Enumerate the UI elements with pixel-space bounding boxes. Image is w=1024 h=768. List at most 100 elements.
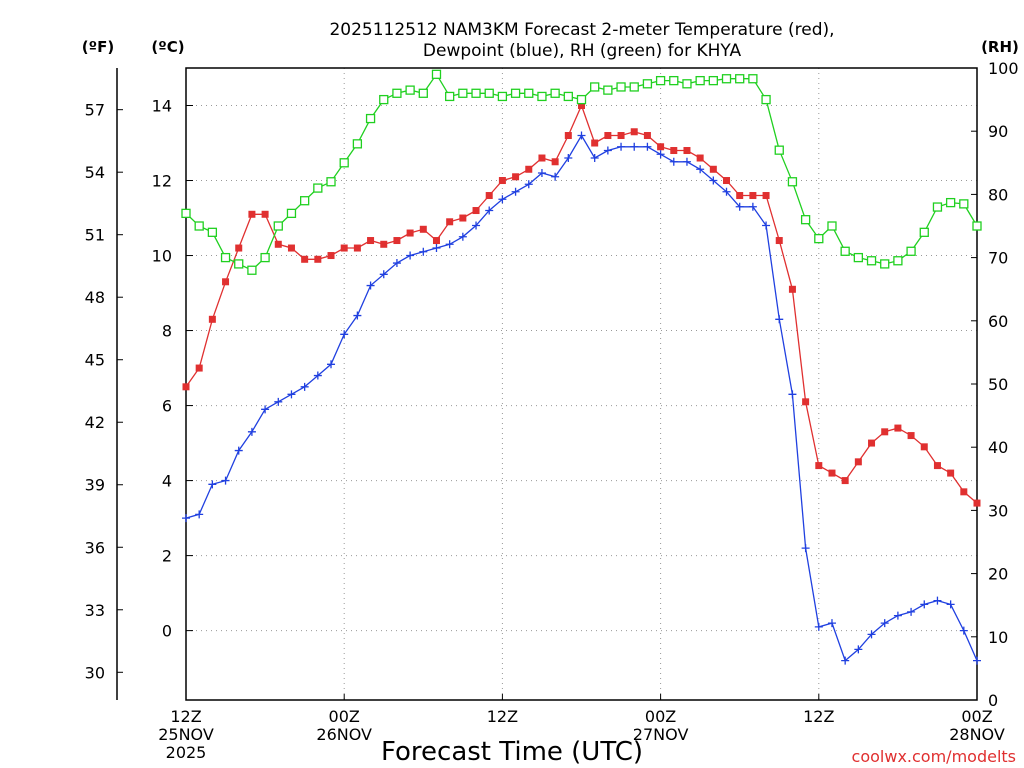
fahrenheit-tick-label: 39 [85, 476, 105, 495]
series-marker [748, 202, 757, 211]
series-marker [419, 225, 427, 233]
series-marker [274, 397, 283, 406]
series-marker [207, 227, 218, 237]
series-marker [960, 488, 968, 496]
rh-tick-label: 90 [988, 122, 1008, 141]
series-marker [419, 247, 428, 256]
series-marker [458, 232, 467, 241]
series-marker [274, 240, 282, 248]
series-marker [537, 91, 547, 102]
celsius-axis-ticks: 0 2 4 6 8 10 12 14 [152, 97, 193, 641]
series-marker [432, 244, 441, 253]
series-marker [933, 462, 941, 470]
series-marker [800, 215, 811, 225]
series-marker [432, 237, 440, 245]
series-marker [894, 424, 902, 432]
series-marker [406, 251, 415, 260]
series-marker [327, 360, 336, 369]
series-marker [340, 330, 349, 339]
series-marker [973, 656, 981, 665]
series-marker [367, 237, 375, 245]
series-marker [248, 210, 256, 218]
series-marker [234, 259, 244, 269]
series-marker [365, 113, 376, 124]
series-marker [630, 128, 638, 136]
series-marker [893, 256, 903, 266]
chart-title: 2025112512 NAM3KM Forecast 2-meter Tempe… [329, 20, 834, 61]
series-marker [617, 132, 625, 140]
fahrenheit-tick-label: 36 [85, 538, 105, 557]
series-marker [881, 428, 889, 436]
series-marker [761, 94, 771, 105]
series-marker [195, 510, 204, 519]
rh-tick-label: 60 [988, 312, 1008, 331]
series-marker [736, 192, 744, 200]
series-marker [326, 177, 336, 187]
series-marker [590, 82, 600, 92]
fahrenheit-axis-ticks: 30 33 36 39 42 45 48 51 54 57 [85, 101, 123, 682]
series-marker [919, 227, 929, 237]
series-marker [802, 398, 810, 406]
series-marker [525, 165, 533, 173]
series-marker [208, 480, 217, 489]
time-tick-label: 12Z [803, 707, 834, 726]
series-marker [512, 173, 520, 181]
rh-tick-label: 50 [988, 375, 1008, 394]
series-marker [299, 196, 310, 206]
series-line [185, 103, 978, 504]
series-marker [564, 154, 573, 163]
series-marker [683, 147, 691, 155]
series-marker [947, 469, 955, 477]
series-marker [340, 244, 348, 252]
series-marker [235, 244, 243, 252]
series-marker [313, 371, 322, 380]
series-marker [431, 69, 442, 79]
series-marker [708, 75, 718, 86]
time-tick-label: 12Z [170, 707, 201, 726]
rh-tick-label: 20 [988, 565, 1008, 584]
series-marker [814, 622, 823, 631]
series-marker [853, 252, 863, 263]
series-marker [498, 177, 506, 185]
celsius-tick-label: 6 [162, 397, 172, 416]
series-marker [762, 192, 770, 200]
series-marker [380, 240, 388, 248]
series-marker [709, 176, 718, 185]
series-marker [748, 74, 758, 84]
celsius-tick-label: 8 [162, 322, 172, 341]
fahrenheit-tick-label: 57 [85, 101, 105, 120]
series-marker [524, 180, 533, 189]
series-marker [222, 278, 230, 286]
series-marker [551, 158, 559, 166]
rh-unit-label: (RH) [981, 38, 1019, 56]
fahrenheit-tick-label: 51 [85, 226, 105, 245]
celsius-tick-label: 10 [152, 247, 172, 266]
series-marker [260, 252, 270, 263]
series-marker [907, 432, 915, 440]
series-marker [247, 427, 256, 436]
series-marker [959, 626, 968, 635]
time-tick-label: 12Z [487, 707, 518, 726]
time-tick-label: 26NOV [316, 725, 372, 744]
rh-tick-label: 70 [988, 249, 1008, 268]
series-marker [445, 91, 455, 102]
series-marker [827, 619, 836, 628]
series-marker [472, 221, 481, 230]
series-marker [695, 75, 705, 86]
time-tick-label: 2025 [166, 743, 207, 762]
series-marker [379, 94, 389, 105]
series-marker [657, 143, 665, 151]
series-marker [511, 187, 520, 196]
series-marker [774, 145, 784, 155]
series-marker [221, 476, 230, 485]
series-marker [208, 315, 216, 323]
time-tick-label: 00Z [645, 707, 676, 726]
time-tick-label: 27NOV [633, 725, 689, 744]
series-marker [603, 85, 613, 95]
series-marker [880, 619, 889, 628]
chart-title-line-1: 2025112512 NAM3KM Forecast 2-meter Tempe… [329, 20, 834, 40]
series-marker [313, 183, 323, 193]
series-marker [643, 142, 652, 151]
series-marker [827, 221, 837, 231]
